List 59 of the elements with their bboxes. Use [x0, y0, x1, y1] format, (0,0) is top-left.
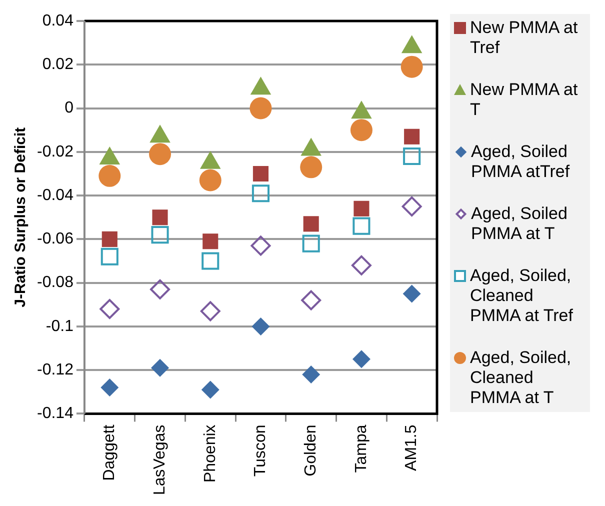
x-tick-label: Golden: [302, 424, 320, 476]
point: [252, 166, 269, 182]
point: [151, 358, 170, 377]
y-tick-label: -0.12: [37, 361, 74, 378]
point: [200, 301, 220, 322]
point: [151, 226, 169, 244]
point: [250, 97, 272, 120]
y-tick-label: -0.04: [37, 186, 74, 204]
legend-label: Aged, Soiled PMMA at T: [471, 204, 568, 244]
y-tick-label: 0.04: [42, 12, 74, 30]
point: [149, 143, 172, 166]
legend-label: Aged, Soiled, Cleaned PMMA at T: [470, 348, 572, 408]
x-tick-label: LasVegas: [151, 424, 168, 495]
x-tick-label: Daggett: [101, 424, 118, 481]
point: [199, 169, 222, 192]
y-tick-label: 0: [64, 100, 74, 117]
point: [202, 234, 218, 250]
point: [403, 147, 421, 166]
point: [301, 290, 322, 310]
point: [402, 284, 421, 303]
point: [350, 119, 372, 142]
point: [400, 56, 423, 78]
y-tick-label: -0.1: [46, 318, 74, 335]
y-tick-label: -0.06: [37, 230, 74, 248]
point: [201, 380, 220, 399]
x-tick-label: Phoenix: [202, 424, 219, 483]
y-tick-label: -0.14: [37, 405, 74, 422]
point: [351, 255, 372, 276]
point: [252, 184, 270, 202]
point: [202, 252, 220, 270]
x-tick-label: AM1.5: [403, 424, 420, 471]
point: [352, 350, 370, 368]
point: [302, 234, 320, 252]
point: [100, 378, 119, 397]
point: [404, 128, 420, 144]
point: [100, 248, 118, 266]
legend-label: New PMMA at Tref: [470, 18, 579, 58]
point: [402, 196, 422, 216]
legend-label: Aged, Soiled, Cleaned PMMA at Tref: [470, 266, 574, 326]
y-axis-title: J-Ratio Surplus or Deficit: [12, 127, 30, 308]
legend-label: New PMMA at T: [470, 80, 579, 120]
point: [303, 216, 319, 232]
point: [302, 365, 320, 384]
x-tick-label: Tuscon: [252, 424, 270, 477]
point: [100, 298, 120, 319]
point: [98, 164, 121, 187]
point: [102, 231, 118, 247]
legend-label: Aged, Soiled PMMA atTref: [471, 142, 571, 182]
point: [352, 217, 370, 235]
y-tick-label: 0.02: [42, 56, 74, 74]
point: [150, 279, 170, 300]
point: [252, 317, 270, 336]
y-tick-label: -0.02: [37, 143, 74, 160]
point: [250, 236, 271, 256]
point: [354, 200, 370, 216]
point: [152, 210, 168, 226]
point: [300, 156, 322, 178]
x-tick-label: Tampa: [352, 424, 370, 473]
y-tick-label: -0.08: [37, 274, 74, 292]
